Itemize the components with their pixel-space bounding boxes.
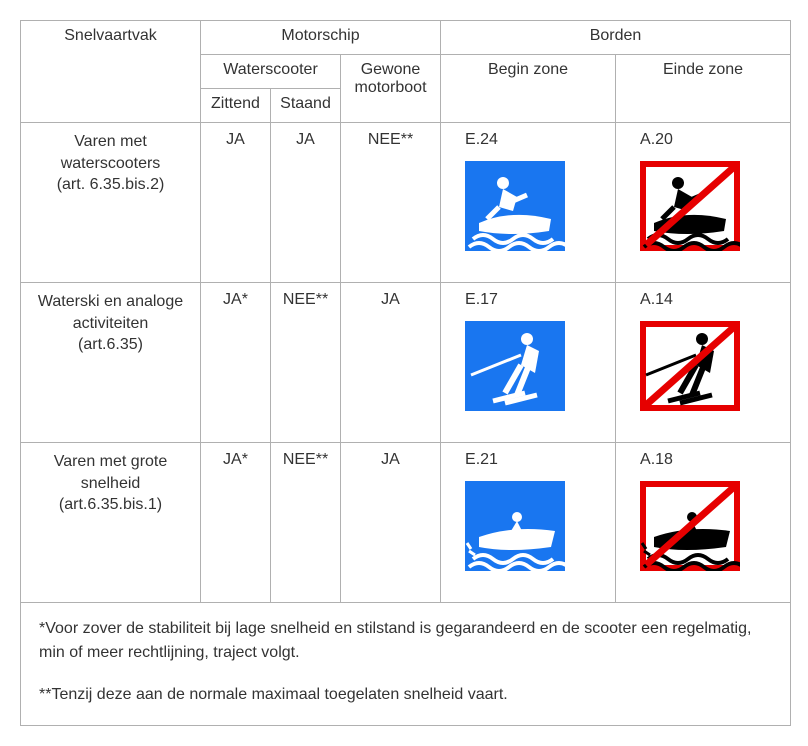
footnote-1: *Voor zover de stabiliteit bij lage snel…: [39, 617, 772, 665]
value-gewone: JA: [341, 283, 441, 443]
row-label: Varen met grote snelheid (art.6.35.bis.1…: [21, 443, 201, 603]
sign-code: E.21: [465, 451, 611, 469]
footnotes: *Voor zover de stabiliteit bij lage snel…: [21, 603, 791, 726]
value-staand: JA: [271, 123, 341, 283]
header-borden: Borden: [441, 21, 791, 55]
value-staand: NEE**: [271, 283, 341, 443]
regulation-table: Snelvaartvak Motorschip Borden Waterscoo…: [20, 20, 790, 726]
prohibited-sign-icon: [640, 481, 740, 571]
header-snelvaartvak: Snelvaartvak: [21, 21, 201, 123]
permitted-sign-icon: [465, 321, 565, 411]
row-label-line: Waterski en analoge: [38, 293, 183, 310]
sign-code: E.24: [465, 131, 611, 149]
header-begin-zone: Begin zone: [441, 55, 616, 123]
permitted-sign-icon: [465, 161, 565, 251]
header-motorschip: Motorschip: [201, 21, 441, 55]
begin-zone-cell: E.24: [441, 123, 616, 283]
value-gewone: NEE**: [341, 123, 441, 283]
row-label-line: (art.6.35): [78, 336, 143, 353]
permitted-sign-icon: [465, 481, 565, 571]
value-zittend: JA*: [201, 443, 271, 603]
footnote-2: **Tenzij deze aan de normale maximaal to…: [39, 683, 772, 707]
header-einde-zone: Einde zone: [616, 55, 791, 123]
einde-zone-cell: A.18: [616, 443, 791, 603]
header-gewone-motorboot: Gewone motorboot: [341, 55, 441, 123]
sign-code: A.18: [640, 451, 786, 469]
value-staand: NEE**: [271, 443, 341, 603]
begin-zone-cell: E.21: [441, 443, 616, 603]
sign-code: A.20: [640, 131, 786, 149]
row-label-line: (art. 6.35.bis.2): [57, 176, 165, 193]
row-label-line: Varen met: [74, 133, 147, 150]
header-zittend: Zittend: [201, 89, 271, 123]
row-label-line: activiteiten: [73, 315, 149, 332]
sign-code: E.17: [465, 291, 611, 309]
header-waterscooter: Waterscooter: [201, 55, 341, 89]
value-gewone: JA: [341, 443, 441, 603]
value-zittend: JA: [201, 123, 271, 283]
prohibited-sign-icon: [640, 321, 740, 411]
sign-code: A.14: [640, 291, 786, 309]
einde-zone-cell: A.20: [616, 123, 791, 283]
row-label-line: Varen met grote: [54, 453, 168, 470]
einde-zone-cell: A.14: [616, 283, 791, 443]
row-label-line: (art.6.35.bis.1): [59, 496, 162, 513]
prohibited-sign-icon: [640, 161, 740, 251]
row-label-line: snelheid: [81, 475, 141, 492]
begin-zone-cell: E.17: [441, 283, 616, 443]
header-staand: Staand: [271, 89, 341, 123]
row-label-line: waterscooters: [61, 155, 161, 172]
row-label: Varen met waterscooters (art. 6.35.bis.2…: [21, 123, 201, 283]
value-zittend: JA*: [201, 283, 271, 443]
row-label: Waterski en analoge activiteiten (art.6.…: [21, 283, 201, 443]
